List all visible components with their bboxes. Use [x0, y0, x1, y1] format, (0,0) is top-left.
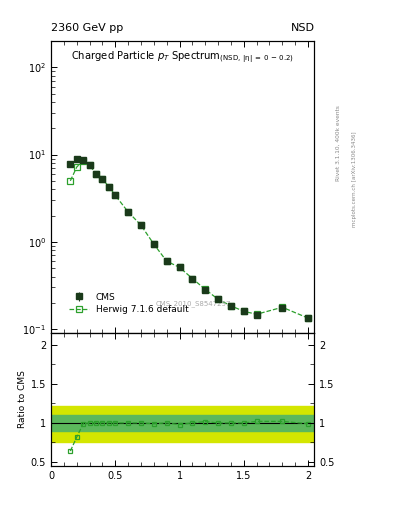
Text: 2360 GeV pp: 2360 GeV pp — [51, 23, 123, 33]
Herwig 7.1.6 default — [81, 158, 86, 164]
Text: CMS_2010_S8547297: CMS_2010_S8547297 — [156, 301, 231, 307]
Herwig 7.1.6 default — [190, 275, 195, 282]
Herwig 7.1.6 default — [94, 171, 98, 177]
Y-axis label: Ratio to CMS: Ratio to CMS — [18, 371, 27, 429]
Herwig 7.1.6 default — [254, 311, 259, 317]
Text: Charged Particle $p_T$ Spectrum$\mathsf{_{(NSD,\,|\eta|\,=\,\,0\,-\,0.2)}}$: Charged Particle $p_T$ Spectrum$\mathsf{… — [72, 50, 294, 66]
Herwig 7.1.6 default — [87, 162, 92, 168]
Herwig 7.1.6 default — [306, 315, 310, 321]
Herwig 7.1.6 default — [139, 222, 143, 228]
Herwig 7.1.6 default — [241, 308, 246, 314]
Herwig 7.1.6 default — [107, 183, 111, 189]
Herwig 7.1.6 default — [164, 258, 169, 264]
Herwig 7.1.6 default — [126, 209, 130, 215]
Text: Rivet 3.1.10, 400k events: Rivet 3.1.10, 400k events — [336, 105, 341, 181]
Line: Herwig 7.1.6 default: Herwig 7.1.6 default — [68, 158, 310, 321]
Herwig 7.1.6 default — [74, 164, 79, 170]
Herwig 7.1.6 default — [177, 264, 182, 270]
Text: NSD: NSD — [290, 23, 314, 33]
Herwig 7.1.6 default — [280, 304, 285, 310]
Herwig 7.1.6 default — [216, 296, 220, 302]
Legend: CMS, Herwig 7.1.6 default: CMS, Herwig 7.1.6 default — [66, 290, 191, 317]
Herwig 7.1.6 default — [229, 303, 233, 309]
Herwig 7.1.6 default — [68, 178, 73, 184]
Herwig 7.1.6 default — [151, 241, 156, 247]
Herwig 7.1.6 default — [203, 286, 208, 292]
Herwig 7.1.6 default — [113, 193, 118, 199]
Herwig 7.1.6 default — [100, 176, 105, 182]
Text: mcplots.cern.ch [arXiv:1306.3436]: mcplots.cern.ch [arXiv:1306.3436] — [352, 132, 357, 227]
